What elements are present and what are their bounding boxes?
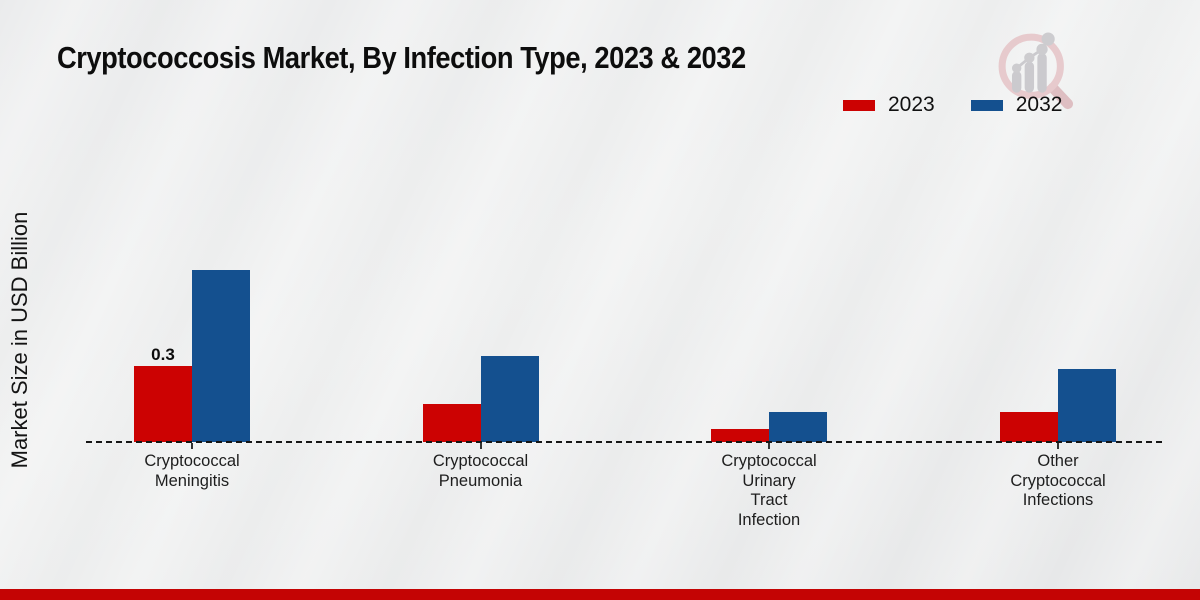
- bar-2032-4: [1058, 369, 1116, 442]
- legend-item-2032: 2032: [970, 93, 1063, 117]
- category-label-line: Infection: [737, 510, 801, 529]
- bar-2023-2: [422, 404, 481, 442]
- bar-value-label: 0.3: [151, 345, 175, 364]
- category-label-2: Cryptococcal Pneumonia: [371, 452, 591, 491]
- bar-2023-3: [711, 429, 769, 442]
- x-axis-tick: [479, 443, 482, 449]
- legend-item-2023: 2023: [843, 93, 935, 117]
- category-label-4: Other Cryptococcal Infections: [948, 452, 1168, 511]
- footer-accent-bar: [0, 589, 1200, 600]
- bar-2032-1: [192, 270, 250, 442]
- x-axis-tick: [191, 443, 193, 449]
- x-axis-tick: [768, 443, 770, 449]
- legend: 2023 2032: [843, 93, 1062, 117]
- bar-2032-3: [769, 412, 827, 442]
- legend-swatch: [843, 99, 875, 111]
- category-label-line: Pneumonia: [438, 471, 523, 490]
- category-label-line: Meningitis: [154, 471, 230, 490]
- chart-title: Cryptococcosis Market, By Infection Type…: [57, 40, 746, 75]
- category-label-line: Cryptococcal: [1010, 471, 1106, 490]
- magnifier-bar-chart-logo-watermark: [998, 32, 1074, 110]
- legend-swatch: [970, 99, 1003, 111]
- category-label-line: Other: [1037, 452, 1079, 470]
- category-label-line: Cryptococcal: [432, 452, 529, 470]
- category-label-line: Cryptococcal: [721, 452, 817, 470]
- legend-label: 2032: [1015, 93, 1063, 116]
- bar-2023-1: [134, 366, 192, 442]
- x-axis-baseline: [86, 441, 1162, 443]
- category-label-line: Infections: [1022, 491, 1094, 509]
- legend-label: 2023: [888, 93, 935, 116]
- category-label-line: Cryptococcal: [144, 452, 240, 470]
- category-label-3: Cryptococcal Urinary Tract Infection: [659, 452, 879, 530]
- x-axis-tick: [1057, 443, 1059, 449]
- category-label-line: Urinary: [742, 471, 796, 490]
- category-label-1: Cryptococcal Meningitis: [82, 452, 302, 491]
- category-label-line: Tract: [750, 491, 788, 509]
- bar-2032-2: [480, 356, 539, 442]
- bar-2023-4: [1000, 412, 1058, 442]
